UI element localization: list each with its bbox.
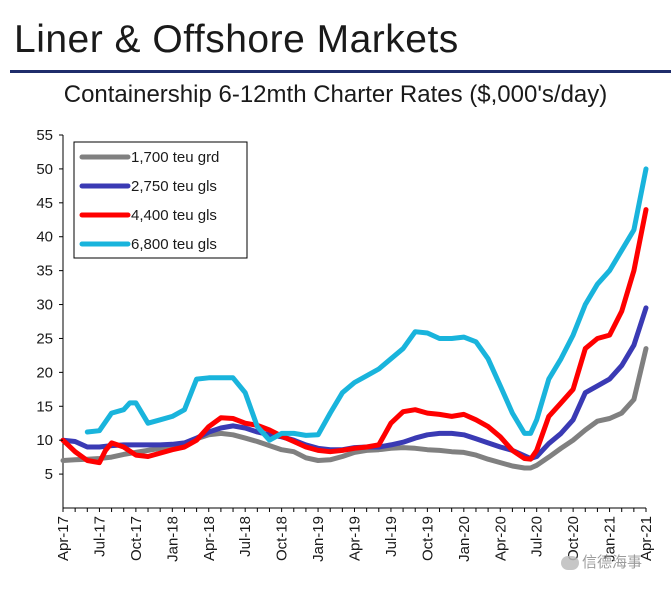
x-tick-label: Oct-20 — [565, 516, 582, 561]
x-tick-label: Jul-18 — [237, 516, 254, 557]
y-tick-label: 35 — [36, 263, 53, 280]
y-tick-label: 45 — [36, 195, 53, 212]
legend-label: 4,400 teu gls — [131, 207, 217, 224]
x-tick-label: Oct-18 — [274, 516, 291, 561]
x-tick-label: Oct-19 — [419, 516, 436, 561]
x-tick-label: Apr-19 — [347, 516, 364, 561]
y-tick-label: 10 — [36, 432, 53, 449]
wechat-icon — [561, 556, 579, 571]
x-tick-label: Jul-19 — [383, 516, 400, 557]
series-line-4 — [84, 166, 649, 443]
y-tick-label: 25 — [36, 330, 53, 347]
y-tick-label: 50 — [36, 161, 53, 178]
x-tick-label: Jul-17 — [91, 516, 108, 557]
axis-ticks: 5 10 15 20 25 30 35 40 45 50 55 Apr-17 Jul-17 Oct-17 J… — [36, 127, 655, 562]
x-tick-label: Apr-20 — [492, 516, 509, 561]
legend: 1,700 teu grd 2,750 teu gls 4,400 teu gls 6… — [73, 141, 248, 259]
y-tick-label: 20 — [36, 364, 53, 381]
series-line-1 — [60, 346, 649, 471]
x-tick-label: Apr-17 — [55, 516, 72, 561]
series-lines — [60, 166, 649, 471]
header-title: Liner & Offshore Markets — [14, 18, 459, 61]
x-tick-label: Apr-18 — [201, 516, 218, 561]
x-tick-label: Oct-17 — [128, 516, 145, 561]
y-tick-label: 55 — [36, 127, 53, 144]
y-tick-label: 15 — [36, 398, 53, 415]
y-tick-label: 40 — [36, 229, 53, 246]
chart-title: Containership 6-12mth Charter Rates ($,0… — [63, 81, 608, 108]
x-tick-label: Jan-18 — [164, 516, 181, 562]
legend-box — [73, 141, 248, 259]
legend-label: 2,750 teu gls — [131, 178, 217, 195]
watermark: 信德海事 — [561, 551, 642, 572]
x-tick-label: Apr-21 — [638, 516, 655, 561]
x-tick-label: Jan-20 — [456, 516, 473, 562]
legend-label: 1,700 teu grd — [131, 149, 219, 166]
legend-label: 6,800 teu gls — [131, 236, 217, 253]
header-rule — [10, 70, 671, 73]
x-tick-label: Jan-21 — [602, 516, 619, 562]
x-tick-label: Jan-19 — [310, 516, 327, 562]
y-tick-label: 30 — [36, 297, 53, 314]
watermark-text: 信德海事 — [582, 554, 643, 571]
series-line-3 — [60, 207, 649, 466]
x-tick-label: Jul-20 — [529, 516, 546, 557]
y-tick-label: 5 — [45, 466, 53, 483]
